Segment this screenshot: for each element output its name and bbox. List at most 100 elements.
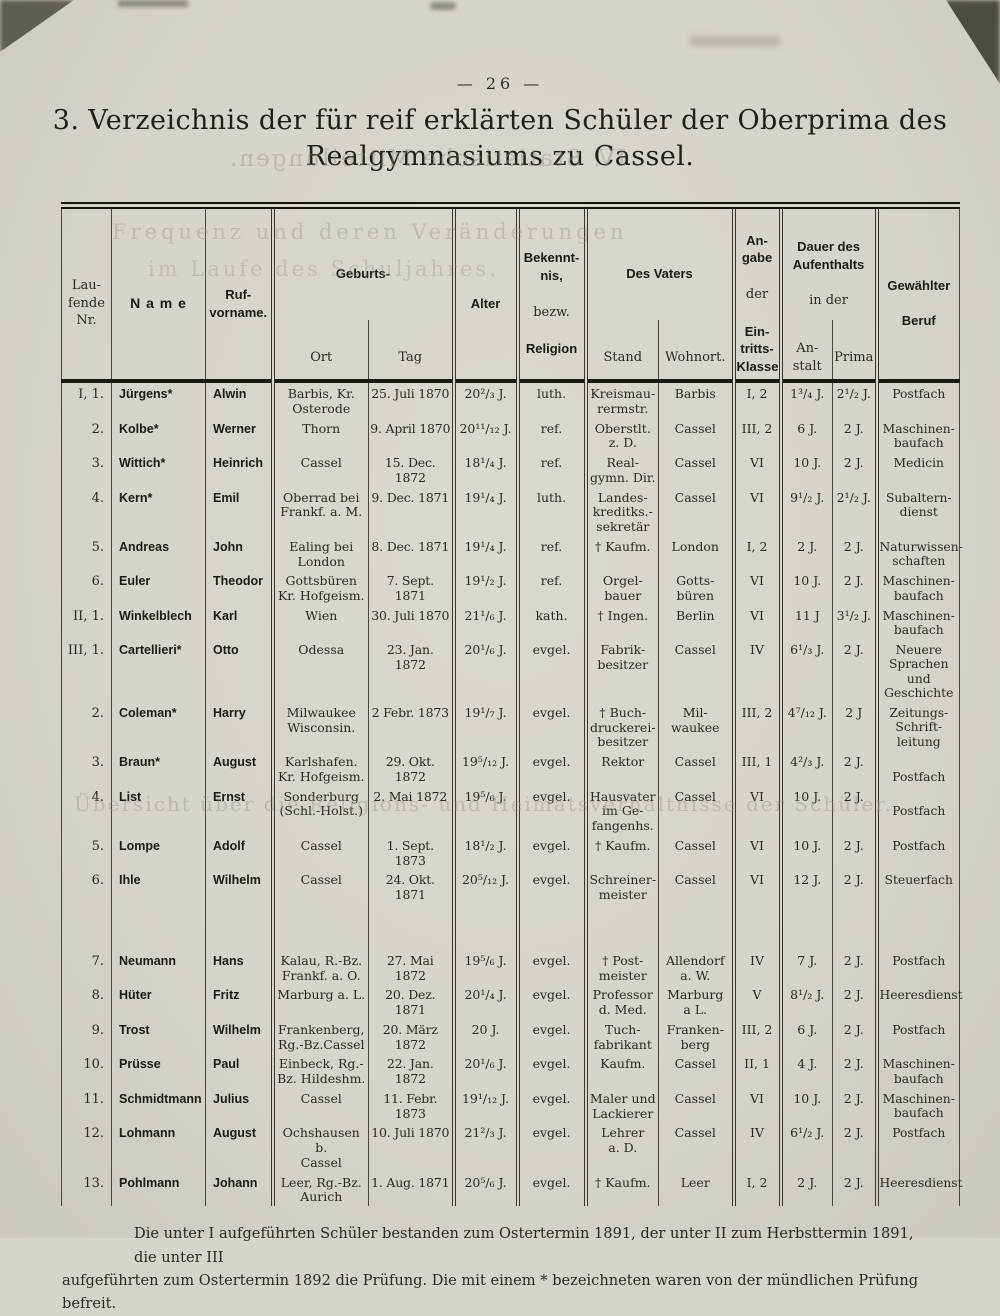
cell-beruf: Neuere Sprachen und Geschichte: [874, 638, 960, 702]
cell-ort: Ealing bei London: [270, 535, 369, 571]
cell-beruf: Postfach: [874, 785, 960, 835]
cell-wohnort: Gotts- büren: [658, 570, 734, 605]
cell-ort: Kalau, R.-Bz. Frankf. a. O.: [270, 903, 369, 985]
cell-prima: 2 J.: [832, 535, 877, 571]
cell-beruf: Postfach: [874, 834, 960, 870]
cell-anstalt: 11 J: [778, 604, 833, 639]
header-wohnort: Wohnort.: [658, 320, 734, 382]
cell-vorname: August: [205, 751, 273, 786]
table-row: 6. Euler Theodor Gottsbüren Kr. Hofgeism. 7.…: [62, 570, 960, 605]
cell-anstalt: 2 J.: [778, 1171, 833, 1207]
cell-name: Pohlmann: [111, 1171, 206, 1207]
cell-vorname: Ernst: [205, 785, 273, 835]
cell-tag: 11. Febr. 1873: [367, 1087, 454, 1123]
table-row: 9. Trost Wilhelm Frankenberg, Rg.-Bz.Cassel…: [62, 1018, 960, 1054]
table-row: 13. Pohlmann Johann Leer, Rg.-Bz. Aurich 1. …: [62, 1171, 963, 1207]
cell-alter: 21¹/₆ J.: [451, 604, 518, 639]
cell-prima: 2 J.: [832, 869, 877, 904]
cell-beruf: Naturwissen- schaften: [874, 535, 963, 571]
cell-anstalt: 10 J.: [778, 834, 833, 870]
cell-religion: evgel.: [515, 1018, 586, 1054]
cell-tag: 2 Febr. 1873: [367, 701, 454, 752]
cell-religion: evgel.: [515, 1087, 586, 1123]
cell-stand: † Ingen.: [583, 604, 659, 639]
cell-stand: † Kaufm.: [583, 834, 659, 870]
cell-beruf: Heeresdienst: [874, 984, 963, 1019]
cell-vorname: Theodor: [205, 570, 273, 605]
cell-nr: 7.: [91, 953, 104, 969]
cell-ort: Gottsbüren Kr. Hofgeism.: [270, 570, 369, 605]
cell-nr: I, 1.: [78, 387, 104, 403]
cell-tag: 8. Dec. 1871: [367, 535, 454, 571]
cell-wohnort: Allendorf a. W.: [658, 903, 734, 985]
cell-nr: 4.: [91, 490, 104, 506]
footnote: Die unter I aufgeführten Schüler bestand…: [62, 1222, 938, 1315]
cell-nr: 12.: [83, 1126, 104, 1142]
cell-religion: evgel.: [515, 785, 586, 835]
cell-anstalt: 10 J.: [778, 1087, 833, 1123]
cell-klasse: III, 2: [731, 1018, 781, 1054]
table-row: 7. Neumann Hans Kalau, R.-Bz. Frankf. a. O.…: [62, 903, 960, 985]
cell-klasse: VI: [731, 604, 781, 639]
cell-alter: 19¹/₄ J.: [451, 535, 518, 571]
cell-anstalt: 8¹/₂ J.: [778, 984, 833, 1019]
cell-beruf: Maschinen- baufach: [874, 1053, 960, 1088]
cell-wohnort: Barbis: [658, 381, 734, 418]
cell-vorname: Harry: [205, 701, 273, 752]
cell-stand: Hausvater im Ge- fangenhs.: [583, 785, 659, 835]
cell-alter: 19⁵/₆ J.: [451, 903, 518, 985]
cell-name: Ihle: [111, 869, 206, 904]
cell-wohnort: Cassel: [658, 417, 734, 453]
cell-name: Schmidtmann: [111, 1087, 206, 1123]
cell-ort: Wien: [270, 604, 369, 639]
cell-alter: 18¹/₄ J.: [451, 452, 518, 487]
cell-nr: 8.: [91, 988, 104, 1004]
cell-ort: Cassel: [270, 869, 369, 904]
cell-wohnort: Cassel: [658, 638, 734, 702]
table-row: 6. Ihle Wilhelm Cassel 24. Okt. 1871 20⁵/₁₂ J…: [62, 869, 960, 904]
cell-stand: Orgel- bauer: [583, 570, 659, 605]
cell-beruf: Postfach: [874, 751, 960, 786]
cell-ort: Odessa: [270, 638, 369, 702]
student-table-wrap: Lau- fende Nr. N a m e Ruf- vorname. Geb…: [61, 201, 963, 1207]
cell-stand: Tuch- fabrikant: [583, 1018, 659, 1054]
table-row: III, 1. Cartellieri* Otto Odessa 23. Jan. 18…: [62, 638, 960, 702]
cell-prima: 2 J.: [832, 417, 877, 453]
cell-anstalt: 10 J.: [778, 452, 833, 487]
cell-alter: 20 J.: [451, 1018, 518, 1054]
cell-alter: 19⁵/₁₂ J.: [451, 751, 518, 786]
cell-wohnort: Cassel: [658, 834, 734, 870]
header-des-vaters-group: Des Vaters: [583, 205, 734, 321]
cell-tag: 7. Sept. 1871: [367, 570, 454, 605]
cell-beruf: Postfach: [874, 1122, 960, 1172]
cell-anstalt: 9¹/₂ J.: [778, 486, 833, 536]
cell-alter: 20¹¹/₁₂ J.: [451, 417, 518, 453]
header-stand: Stand: [583, 320, 659, 382]
cell-wohnort: Franken- berg: [658, 1018, 734, 1054]
cell-beruf: Postfach: [874, 903, 960, 985]
cell-prima: 2¹/₂ J.: [832, 486, 877, 536]
cell-beruf: Postfach: [874, 381, 960, 418]
cell-tag: 20. März 1872: [367, 1018, 454, 1054]
table-row: 11. Schmidtmann Julius Cassel 11. Febr. 1873…: [62, 1087, 960, 1123]
cell-klasse: VI: [731, 834, 781, 870]
cell-religion: ref.: [515, 417, 586, 453]
cell-nr: 5.: [91, 539, 104, 555]
cell-alter: 20¹/₆ J.: [451, 638, 518, 702]
cell-tag: 10. Juli 1870: [367, 1122, 454, 1172]
cell-prima: 2 J.: [832, 452, 877, 487]
page-number: — 26 —: [456, 74, 544, 93]
cell-name: Trost: [111, 1018, 206, 1054]
cell-prima: 2 J.: [832, 834, 877, 870]
cell-tag: 24. Okt. 1871: [367, 869, 454, 904]
cell-nr: II, 1.: [73, 608, 104, 624]
header-beruf: Gewählter Beruf: [874, 205, 960, 382]
header-rufvorname: Ruf- vorname.: [205, 205, 273, 382]
student-table: Lau- fende Nr. N a m e Ruf- vorname. Geb…: [61, 201, 963, 1207]
cell-tag: 9. April 1870: [367, 417, 454, 453]
cell-klasse: IV: [731, 903, 781, 985]
cell-tag: 29. Okt. 1872: [367, 751, 454, 786]
cell-nr: 5.: [91, 838, 104, 854]
cell-ort: Frankenberg, Rg.-Bz.Cassel: [270, 1018, 369, 1054]
cell-name: Braun*: [111, 751, 206, 786]
